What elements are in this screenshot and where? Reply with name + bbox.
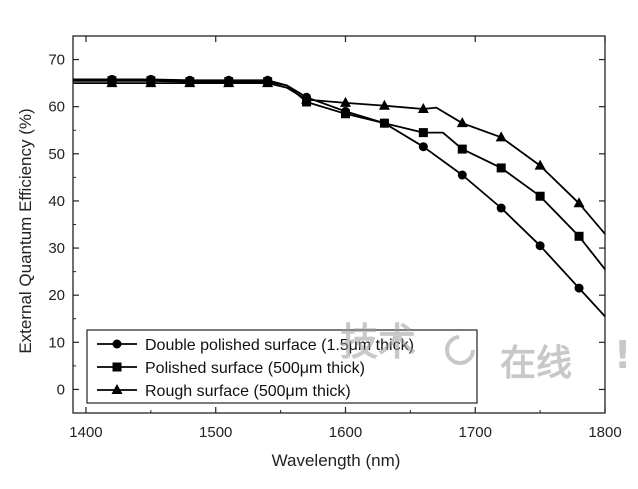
data-point-square: [535, 191, 545, 201]
y-tick-label: 10: [48, 334, 65, 351]
data-point-square: [340, 109, 350, 119]
data-point-triangle: [145, 77, 157, 88]
watermark-glyph: !: [614, 333, 631, 377]
data-point-circle: [535, 241, 545, 251]
data-point-square: [457, 144, 467, 154]
legend: Double polished surface (1.5μm thick) Pol…: [86, 329, 478, 404]
series-line: [73, 82, 606, 235]
legend-label: Double polished surface (1.5μm thick): [145, 337, 414, 354]
data-point-triangle: [301, 93, 313, 104]
data-point-square: [418, 128, 428, 138]
y-tick-label: 40: [48, 193, 65, 210]
y-tick-label: 60: [48, 99, 65, 116]
legend-box: [86, 329, 478, 404]
x-tick-label: 1600: [329, 424, 362, 441]
series-line: [73, 78, 606, 318]
data-point-triangle: [184, 77, 196, 88]
series-3: [73, 77, 606, 235]
data-point-triangle: [339, 96, 351, 107]
y-tick-label: 30: [48, 240, 65, 257]
data-point-triangle: [495, 131, 507, 142]
data-point-triangle: [573, 197, 585, 208]
data-point-circle: [574, 283, 584, 293]
data-point-circle: [418, 142, 428, 152]
data-point-triangle: [378, 99, 390, 110]
data-point-circle: [112, 339, 122, 349]
watermark-text-sub: 在线: [500, 343, 572, 384]
data-point-triangle: [111, 384, 123, 394]
legend-label: Polished surface (500μm thick): [145, 360, 365, 377]
data-point-triangle: [456, 117, 468, 128]
data-point-square: [496, 163, 506, 173]
data-point-square: [379, 118, 389, 128]
series-2: [73, 76, 606, 270]
tick-layer: 1400 1500 1600 1700 1800 0 10 20 30 40 50 60 70: [48, 36, 622, 441]
x-axis-title: Wavelength (nm): [272, 451, 401, 470]
data-point-triangle: [223, 77, 235, 88]
data-point-circle: [496, 203, 506, 213]
data-point-square: [112, 362, 122, 372]
x-tick-label: 1400: [69, 424, 102, 441]
y-tick-label: 50: [48, 146, 65, 163]
watermark: 技术 在线 !: [340, 320, 631, 384]
y-axis-title: External Quantum Efficiency (%): [16, 108, 35, 353]
data-point-square: [574, 231, 584, 241]
watermark-c-glyph: [445, 335, 475, 365]
x-tick-label: 1800: [588, 424, 621, 441]
y-tick-label: 20: [48, 287, 65, 304]
series-layer: [73, 74, 606, 318]
data-point-triangle: [534, 159, 546, 170]
y-tick-label: 0: [57, 381, 65, 398]
x-tick-label: 1500: [199, 424, 232, 441]
data-point-triangle: [417, 103, 429, 114]
legend-label: Rough surface (500μm thick): [145, 383, 351, 400]
data-point-circle: [457, 170, 467, 180]
watermark-text-main: 技术: [340, 320, 416, 364]
y-tick-label: 70: [48, 52, 65, 69]
data-point-triangle: [106, 77, 118, 88]
x-tick-label: 1700: [459, 424, 492, 441]
data-point-triangle: [262, 77, 274, 88]
